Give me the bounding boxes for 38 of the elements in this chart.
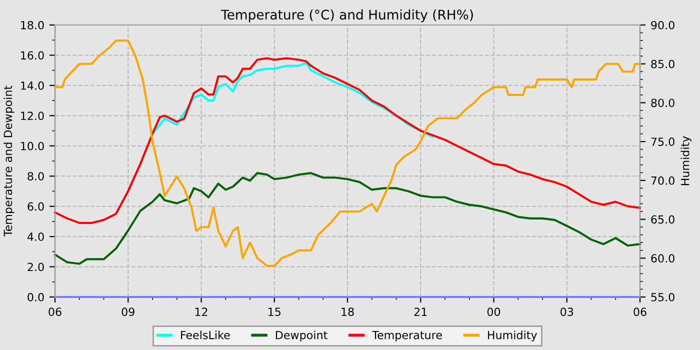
legend-label: Temperature — [372, 330, 442, 342]
y-tick-label: 12.0 — [21, 112, 44, 120]
legend-label: Dewpoint — [276, 330, 328, 342]
x-tick-label: 09 — [122, 308, 134, 316]
y-tick-label: 4.0 — [27, 232, 44, 241]
x-tick-label: 00 — [487, 308, 500, 316]
y-tick-label: 6.0 — [28, 202, 44, 211]
y2-tick-label: 85.0 — [651, 60, 674, 68]
y2-tick-label: 90.0 — [651, 20, 674, 30]
line-series — [54, 172, 642, 265]
y2-tick-label: 75.0 — [651, 138, 674, 146]
line-series — [54, 40, 642, 267]
y-tick-label: 18.0 — [21, 20, 44, 30]
y2-tick-label: 55.0 — [651, 292, 674, 302]
line-series — [54, 57, 642, 224]
y-tick-label: 16.0 — [21, 51, 44, 60]
legend-label: FeelsLike — [181, 330, 230, 340]
y-tick-label: 8.0 — [28, 172, 44, 180]
x-tick-label: 12 — [195, 308, 208, 316]
y-tick-label: 10.0 — [21, 142, 44, 150]
y2-tick-label: 70.0 — [651, 176, 674, 185]
y2-tick-label: 65.0 — [651, 215, 674, 224]
line-series — [151, 62, 434, 138]
legend-label: Humidity — [488, 330, 537, 342]
x-tick-label: 18 — [342, 308, 354, 316]
chart-title: Temperature (°C) and Humidity (RH%) — [220, 9, 473, 22]
y2-tick-label: 60.0 — [651, 254, 674, 263]
y-tick-label: 2.0 — [28, 262, 44, 272]
y2-tick-label: 80.0 — [651, 98, 674, 108]
y-tick-label: 14.0 — [21, 81, 44, 90]
x-tick-label: 03 — [560, 308, 574, 316]
y2-axis-title: Humidity — [680, 136, 692, 186]
y-axis-title: Temperature and Dewpoint — [4, 86, 14, 237]
x-tick-label: 06 — [634, 308, 646, 316]
x-tick-label: 21 — [414, 308, 427, 316]
y-tick-label: 0.0 — [28, 292, 44, 302]
x-tick-label: 15 — [268, 308, 280, 316]
x-tick-label: 06 — [48, 308, 62, 316]
